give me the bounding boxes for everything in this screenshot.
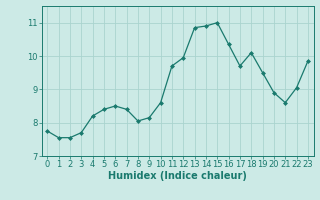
X-axis label: Humidex (Indice chaleur): Humidex (Indice chaleur)	[108, 171, 247, 181]
